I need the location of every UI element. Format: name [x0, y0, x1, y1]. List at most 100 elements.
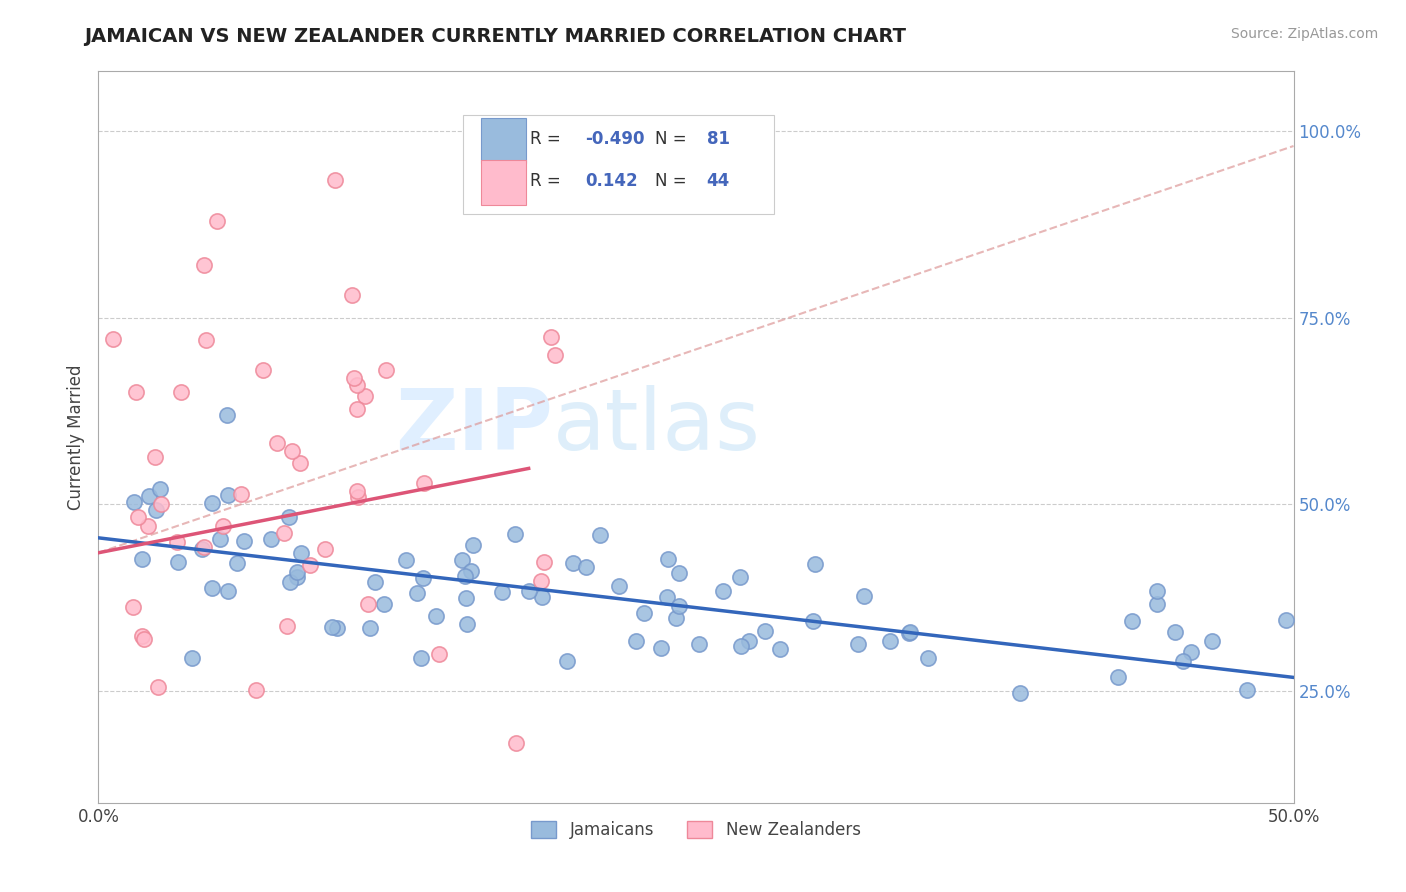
- Point: [607, 579, 630, 593]
- Point: [728, 570, 751, 584]
- Point: [540, 330, 562, 344]
- Point: [373, 597, 395, 611]
- Point: [260, 533, 283, 547]
- Point: [531, 590, 554, 604]
- Point: [852, 589, 875, 603]
- Point: [409, 651, 432, 665]
- Point: [898, 625, 921, 640]
- Point: [917, 651, 939, 665]
- Text: R =: R =: [530, 130, 565, 148]
- Point: [375, 363, 398, 377]
- Point: [463, 537, 485, 551]
- Point: [231, 487, 253, 501]
- Point: [233, 533, 256, 548]
- Point: [359, 621, 381, 635]
- Point: [323, 173, 346, 187]
- Point: [125, 385, 148, 400]
- Point: [314, 542, 336, 557]
- Point: [801, 614, 824, 628]
- Text: N =: N =: [655, 130, 692, 148]
- Point: [1121, 614, 1143, 628]
- Point: [201, 496, 224, 510]
- Point: [343, 371, 366, 385]
- Point: [395, 552, 418, 566]
- Text: -0.490: -0.490: [585, 130, 644, 148]
- Point: [846, 637, 869, 651]
- Point: [211, 518, 233, 533]
- Point: [143, 450, 166, 464]
- Point: [195, 333, 218, 347]
- Point: [412, 475, 434, 490]
- Point: [101, 332, 124, 346]
- Point: [149, 482, 172, 496]
- Point: [167, 555, 190, 569]
- Point: [131, 552, 153, 566]
- Point: [166, 534, 188, 549]
- Point: [456, 616, 478, 631]
- Point: [181, 650, 204, 665]
- Point: [451, 553, 474, 567]
- Point: [1146, 584, 1168, 599]
- Point: [530, 574, 553, 588]
- Point: [122, 600, 145, 615]
- Y-axis label: Currently Married: Currently Married: [67, 364, 86, 510]
- Point: [321, 619, 343, 633]
- Point: [425, 609, 447, 624]
- Point: [561, 556, 583, 570]
- Point: [454, 591, 477, 605]
- Point: [340, 288, 363, 302]
- Point: [491, 584, 513, 599]
- Point: [209, 532, 232, 546]
- Point: [273, 525, 295, 540]
- Point: [668, 599, 690, 614]
- Point: [665, 611, 688, 625]
- Point: [657, 552, 679, 566]
- Point: [624, 634, 647, 648]
- Point: [517, 584, 540, 599]
- Point: [364, 575, 387, 590]
- Text: JAMAICAN VS NEW ZEALANDER CURRENTLY MARRIED CORRELATION CHART: JAMAICAN VS NEW ZEALANDER CURRENTLY MARR…: [84, 27, 907, 45]
- Legend: Jamaicans, New Zealanders: Jamaicans, New Zealanders: [524, 814, 868, 846]
- Point: [1201, 634, 1223, 648]
- Point: [460, 564, 482, 578]
- Point: [245, 682, 267, 697]
- Point: [193, 540, 215, 554]
- Point: [357, 597, 380, 611]
- Point: [201, 581, 224, 595]
- Point: [346, 483, 368, 498]
- Point: [879, 634, 901, 648]
- Text: atlas: atlas: [553, 384, 761, 467]
- Point: [589, 528, 612, 542]
- Point: [412, 571, 434, 585]
- Point: [122, 495, 145, 509]
- Text: 44: 44: [707, 172, 730, 190]
- Text: N =: N =: [655, 172, 692, 190]
- Point: [898, 625, 921, 640]
- Point: [555, 654, 578, 668]
- Point: [131, 630, 153, 644]
- Point: [170, 385, 193, 400]
- Point: [225, 556, 247, 570]
- Point: [136, 518, 159, 533]
- Point: [191, 542, 214, 557]
- Point: [193, 259, 215, 273]
- Text: Source: ZipAtlas.com: Source: ZipAtlas.com: [1230, 27, 1378, 41]
- Point: [346, 378, 368, 392]
- Point: [1164, 624, 1187, 639]
- Point: [266, 435, 288, 450]
- Point: [454, 569, 477, 583]
- Point: [711, 584, 734, 599]
- Point: [655, 590, 678, 604]
- Point: [533, 555, 555, 569]
- Point: [1180, 644, 1202, 658]
- Point: [1107, 670, 1129, 684]
- Point: [148, 680, 170, 694]
- Point: [754, 624, 776, 638]
- Point: [149, 497, 172, 511]
- Point: [285, 570, 308, 584]
- Text: ZIP: ZIP: [395, 384, 553, 467]
- Text: 0.142: 0.142: [585, 172, 637, 190]
- Text: 81: 81: [707, 130, 730, 148]
- FancyBboxPatch shape: [481, 118, 526, 163]
- FancyBboxPatch shape: [481, 160, 526, 205]
